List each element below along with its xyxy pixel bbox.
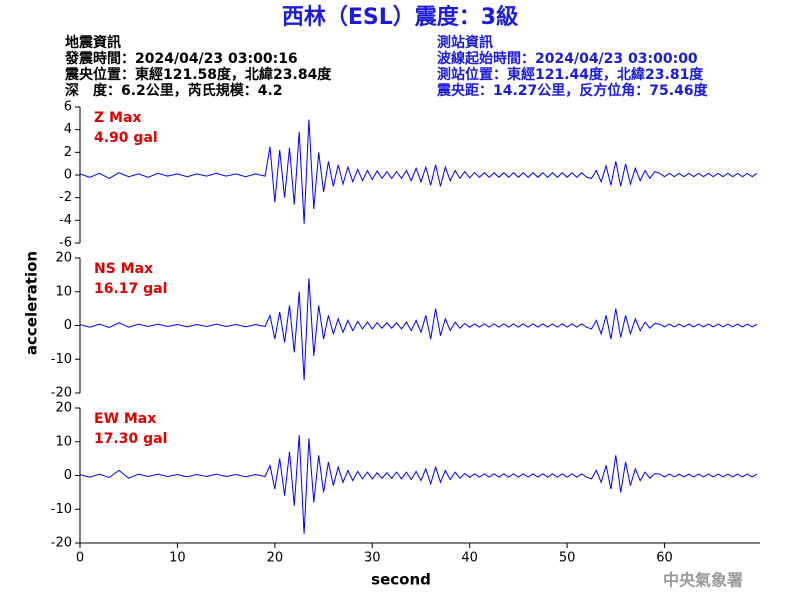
info-line: 發震時間：2024/04/23 03:00:16 [64,50,298,67]
y-tick-label: -10 [51,502,72,517]
y-axis-label: acceleration [23,251,41,355]
waveform [79,119,758,224]
info-line: 測站資訊 [437,34,493,51]
x-tick-label: 30 [364,551,381,566]
y-tick-label: 20 [55,401,72,416]
y-tick-label: -2 [59,190,72,205]
max-value: 16.17 gal [94,281,167,297]
y-tick-label: 6 [64,100,72,115]
y-tick-label: 10 [55,434,72,449]
y-tick-label: 0 [64,318,72,333]
info-line: 震央距：14.27公里，反方位角：75.46度 [436,82,709,99]
info-line: 地震資訊 [65,34,121,51]
max-value: 4.90 gal [94,130,158,146]
y-tick-label: -4 [59,213,72,228]
waveform [79,278,758,381]
event-info: 地震資訊 發震時間：2024/04/23 03:00:16 震央位置：東經121… [64,34,332,99]
y-tick-label: 0 [64,468,72,483]
max-label: EW Max [94,411,156,427]
y-tick-label: 10 [55,284,72,299]
y-tick-label: 4 [64,122,72,137]
info-line: 測站位置：東經121.44度，北緯23.81度 [437,66,704,83]
y-tick-label: -20 [51,536,72,551]
max-label: NS Max [94,261,153,277]
y-tick-label: -6 [59,236,72,251]
y-tick-label: 0 [64,168,72,183]
y-tick-label: -20 [51,386,72,401]
waveform [79,434,758,534]
max-label: Z Max [94,110,141,126]
x-tick-label: 20 [267,551,284,566]
x-tick-label: 10 [169,551,186,566]
y-tick-label: 2 [64,145,72,160]
y-tick-label: -10 [51,352,72,367]
info-line: 深 度：6.2公里，芮氏規模：4.2 [65,82,283,99]
title: 西林（ESL）震度：3級 [282,4,518,30]
credit: 中央氣象署 [663,571,743,590]
y-tick-label: 20 [55,251,72,266]
x-tick-label: 50 [559,551,576,566]
x-axis-label: second [371,571,431,589]
station-info: 測站資訊 波線起始時間：2024/04/23 03:00:00 測站位置：東經1… [436,34,709,99]
info-line: 震央位置：東經121.58度，北緯23.84度 [64,66,332,83]
x-tick-label: 60 [656,551,673,566]
max-value: 17.30 gal [94,431,167,447]
x-tick-label: 0 [76,551,84,566]
x-tick-label: 40 [461,551,478,566]
info-line: 波線起始時間：2024/04/23 03:00:00 [437,50,698,67]
